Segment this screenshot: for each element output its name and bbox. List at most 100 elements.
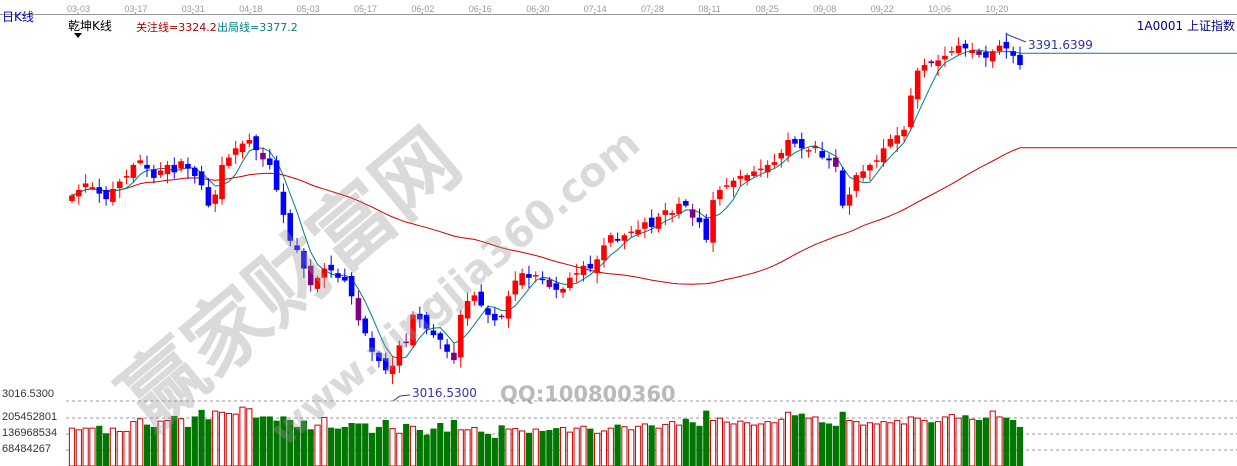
candle-body: [955, 45, 962, 54]
volume-bar: [396, 432, 403, 466]
volume-bar: [825, 423, 833, 466]
volume-bar: [505, 428, 512, 466]
volume-bar: [757, 423, 764, 466]
volume-bar: [941, 416, 949, 466]
candle-body: [335, 273, 341, 278]
candle-body: [819, 151, 825, 158]
candle-body: [621, 235, 628, 241]
volume-bar: [403, 423, 410, 466]
candle-body: [539, 278, 546, 281]
vol-axis-tick: 3016.5300: [2, 388, 54, 400]
candle-body: [942, 55, 948, 60]
volume-bar: [600, 430, 608, 466]
volume-bar: [771, 422, 778, 466]
candle-body: [812, 146, 819, 149]
dropdown-triangle-icon[interactable]: [74, 33, 82, 38]
candle-body: [144, 164, 150, 169]
volume-bar: [907, 416, 914, 466]
candle-body: [887, 139, 894, 147]
indicator-selector[interactable]: 乾坤K线: [68, 19, 112, 33]
date-tick: 10-06: [928, 4, 952, 14]
volume-bar: [464, 429, 471, 466]
candle-body: [628, 231, 635, 234]
candle-body: [607, 235, 614, 243]
volume-bar: [703, 410, 710, 466]
candle-body: [798, 139, 805, 149]
candle-body: [532, 275, 539, 277]
candle-body: [178, 161, 184, 169]
volume-bar: [539, 430, 546, 466]
volume-bar: [648, 425, 655, 466]
vol-axis-tick: 136968534: [2, 427, 58, 439]
volume-bar: [212, 410, 219, 466]
candle-body: [246, 139, 253, 144]
candle-body: [805, 150, 812, 152]
candle-body: [764, 164, 771, 173]
date-tick: 08-25: [755, 4, 779, 14]
candle-body: [771, 162, 778, 165]
candle-body: [226, 157, 232, 166]
candle-body: [519, 273, 525, 286]
candle-body: [396, 345, 403, 366]
candle-body: [989, 51, 996, 62]
date-tick: 04-18: [239, 4, 263, 14]
candle-body: [614, 238, 621, 241]
volume-bar: [218, 411, 226, 466]
candle-body: [253, 136, 259, 151]
candle-body: [737, 176, 744, 179]
volume-bar: [655, 427, 662, 466]
candle-body: [137, 160, 143, 164]
candle-body: [342, 276, 348, 281]
volume-bar: [82, 427, 89, 466]
candle-body: [376, 352, 382, 362]
candle-body: [69, 195, 75, 202]
volume-bar: [512, 428, 519, 466]
candle-body: [198, 171, 205, 186]
volume-bar: [198, 409, 205, 466]
volume-bar: [682, 418, 689, 466]
volume-bar: [723, 421, 730, 466]
volume-bar: [205, 419, 212, 466]
volume-bar: [498, 425, 505, 466]
volume-bar: [328, 427, 335, 466]
volume-bar: [832, 425, 839, 466]
candle-body: [266, 158, 273, 165]
volume-bar: [846, 419, 853, 466]
candle-body: [280, 191, 287, 215]
date-tick: 05-17: [354, 4, 378, 14]
candle-body: [478, 291, 484, 306]
volume-bar: [607, 427, 614, 466]
vol-axis-tick: 68484267: [2, 443, 51, 455]
candle-body: [417, 313, 423, 320]
candle-body: [96, 187, 103, 194]
candle-body: [587, 263, 594, 269]
volume-bar: [594, 432, 601, 466]
volume-bar: [1016, 426, 1024, 466]
candle-body: [1010, 51, 1016, 56]
candle-body: [123, 176, 130, 178]
candle-body: [792, 139, 798, 144]
candle-body: [996, 45, 1003, 52]
volume-bar: [416, 429, 423, 466]
date-tick: 07-14: [583, 4, 607, 14]
candle-body: [696, 217, 703, 223]
volume-bar: [423, 434, 430, 466]
volume-bar: [737, 420, 744, 466]
candle-body: [423, 314, 430, 329]
volume-bar: [348, 422, 355, 466]
candle-body: [512, 280, 519, 295]
candle-body: [205, 187, 212, 206]
volume-bar: [389, 428, 396, 466]
candle-body: [826, 158, 832, 161]
period-label[interactable]: 日K线: [2, 10, 34, 24]
volume-bar: [785, 411, 792, 466]
volume-bar: [341, 426, 348, 466]
candle-body: [662, 210, 669, 215]
candle-body: [553, 283, 560, 290]
candle-body: [758, 168, 764, 171]
candle-body: [89, 187, 96, 189]
candle-body: [76, 189, 82, 197]
volume-bar: [532, 428, 539, 466]
candle-body: [710, 200, 716, 243]
volume-bar: [914, 417, 921, 466]
